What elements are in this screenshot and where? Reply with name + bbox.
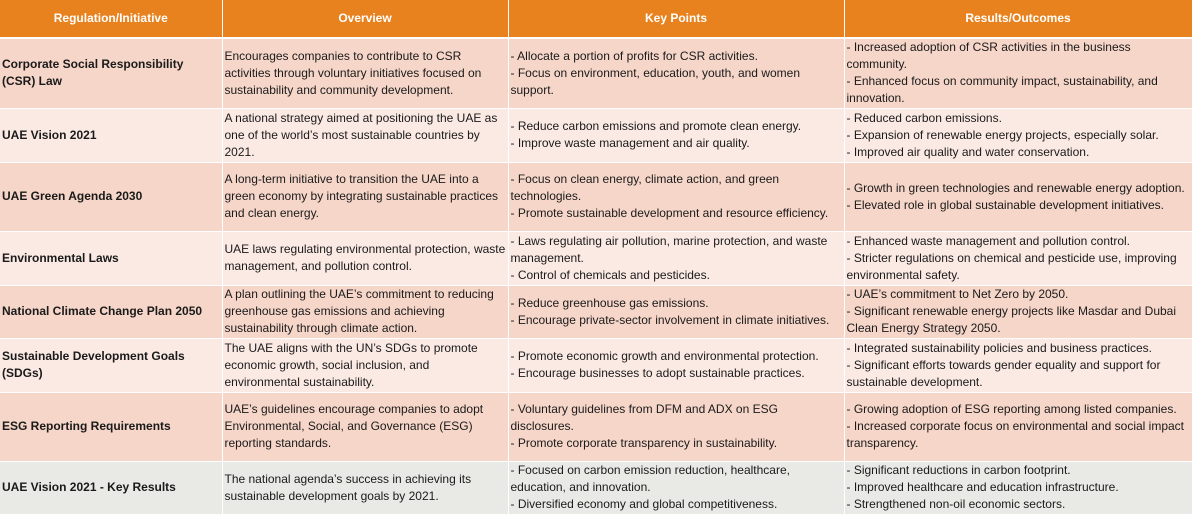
table-row: ESG Reporting Requirements UAE’s guideli… (0, 392, 1192, 462)
overview-cell: A national strategy aimed at positioning… (222, 108, 509, 163)
table-row: UAE Green Agenda 2030 A long-term initia… (0, 162, 1192, 232)
result-item: - Reduced carbon emissions. (846, 110, 1002, 125)
column-header-results: Results/Outcomes (844, 0, 1192, 39)
key-point: - Focus on environment, education, youth… (510, 65, 801, 97)
result-item: - Elevated role in global sustainable de… (846, 197, 1165, 212)
result-item: - Significant efforts towards gender equ… (846, 357, 1161, 389)
result-item: - Enhanced focus on community impact, su… (846, 74, 1158, 106)
results-cell: - UAE’s commitment to Net Zero by 2050. … (844, 285, 1192, 339)
column-header-key-points: Key Points (508, 0, 845, 39)
key-point: - Encourage businesses to adopt sustaina… (510, 366, 805, 380)
key-point: - Diversified economy and global competi… (510, 497, 778, 511)
regulation-name: ESG Reporting Requirements (0, 392, 223, 462)
result-item: - Increased corporate focus on environme… (846, 419, 1185, 450)
key-points-cell: - Reduce greenhouse gas emissions. - Enc… (508, 285, 845, 339)
key-point: - Laws regulating air pollution, marine … (510, 233, 828, 265)
key-points-cell: - Promote economic growth and environmen… (508, 338, 845, 393)
regulation-name: National Climate Change Plan 2050 (0, 285, 223, 339)
result-item: - Improved healthcare and education infr… (846, 480, 1119, 494)
key-point: - Promote sustainable development and re… (510, 206, 829, 220)
key-points-cell: - Laws regulating air pollution, marine … (508, 231, 845, 286)
result-item: - Strengthened non-oil economic sectors. (846, 497, 1066, 511)
result-item: - Expansion of renewable energy projects… (846, 127, 1159, 142)
result-item: - UAE’s commitment to Net Zero by 2050. (846, 287, 1069, 301)
key-point: - Focused on carbon emission reduction, … (510, 463, 791, 494)
result-item: - Integrated sustainability policies and… (846, 340, 1153, 355)
table-row: UAE Vision 2021 A national strategy aime… (0, 108, 1192, 163)
regulation-name: Corporate Social Responsibility (CSR) La… (0, 38, 223, 109)
results-cell: - Growing adoption of ESG reporting amon… (844, 392, 1192, 462)
key-points-cell: - Focused on carbon emission reduction, … (508, 461, 845, 515)
table-row: UAE Vision 2021 - Key Results The nation… (0, 461, 1192, 515)
result-item: - Significant renewable energy projects … (846, 304, 1177, 335)
header-row: Regulation/Initiative Overview Key Point… (0, 0, 1192, 39)
result-item: - Growth in green technologies and renew… (846, 180, 1185, 195)
results-cell: - Enhanced waste management and pollutio… (844, 231, 1192, 286)
results-cell: - Integrated sustainability policies and… (844, 338, 1192, 393)
key-point: - Promote economic growth and environmen… (510, 349, 819, 363)
table-row: Corporate Social Responsibility (CSR) La… (0, 38, 1192, 109)
key-point: - Focus on clean energy, climate action,… (510, 172, 780, 203)
table-row: Environmental Laws UAE laws regulating e… (0, 231, 1192, 286)
result-item: - Increased adoption of CSR activities i… (846, 40, 1131, 72)
regulation-name: UAE Vision 2021 - Key Results (0, 461, 223, 515)
overview-cell: The UAE aligns with the UN’s SDGs to pro… (222, 338, 509, 393)
key-point: - Promote corporate transparency in sust… (510, 436, 778, 450)
key-points-cell: - Reduce carbon emissions and promote cl… (508, 108, 845, 163)
overview-cell: Encourages companies to contribute to CS… (222, 38, 509, 109)
overview-cell: A long-term initiative to transition the… (222, 162, 509, 232)
result-item: - Stricter regulations on chemical and p… (846, 250, 1177, 282)
key-point: - Reduce carbon emissions and promote cl… (510, 119, 802, 133)
results-cell: - Increased adoption of CSR activities i… (844, 38, 1192, 109)
result-item: - Growing adoption of ESG reporting amon… (846, 402, 1177, 416)
regulation-name: Sustainable Development Goals (SDGs) (0, 338, 223, 393)
table-row: National Climate Change Plan 2050 A plan… (0, 285, 1192, 339)
key-point: - Control of chemicals and pesticides. (510, 267, 710, 282)
results-cell: - Growth in green technologies and renew… (844, 162, 1192, 232)
overview-cell: UAE’s guidelines encourage companies to … (222, 392, 509, 462)
results-cell: - Reduced carbon emissions. - Expansion … (844, 108, 1192, 163)
column-header-regulation: Regulation/Initiative (0, 0, 223, 39)
regulation-name: UAE Green Agenda 2030 (0, 162, 223, 232)
column-header-overview: Overview (222, 0, 509, 39)
key-point: - Improve waste management and air quali… (510, 136, 750, 150)
key-points-cell: - Focus on clean energy, climate action,… (508, 162, 845, 232)
regulation-name: UAE Vision 2021 (0, 108, 223, 163)
key-point: - Voluntary guidelines from DFM and ADX … (510, 402, 778, 433)
results-cell: - Significant reductions in carbon footp… (844, 461, 1192, 515)
table-row: Sustainable Development Goals (SDGs) The… (0, 338, 1192, 393)
key-points-cell: - Voluntary guidelines from DFM and ADX … (508, 392, 845, 462)
key-point: - Reduce greenhouse gas emissions. (510, 295, 709, 310)
key-point: - Encourage private-sector involvement i… (510, 312, 830, 327)
result-item: - Enhanced waste management and pollutio… (846, 233, 1131, 248)
result-item: - Improved air quality and water conserv… (846, 144, 1090, 159)
key-point: - Allocate a portion of profits for CSR … (510, 48, 758, 63)
regulation-name: Environmental Laws (0, 231, 223, 286)
overview-cell: A plan outlining the UAE’s commitment to… (222, 285, 509, 339)
overview-cell: The national agenda’s success in achievi… (222, 461, 509, 515)
overview-cell: UAE laws regulating environmental protec… (222, 231, 509, 286)
result-item: - Significant reductions in carbon footp… (846, 463, 1071, 477)
key-points-cell: - Allocate a portion of profits for CSR … (508, 38, 845, 109)
